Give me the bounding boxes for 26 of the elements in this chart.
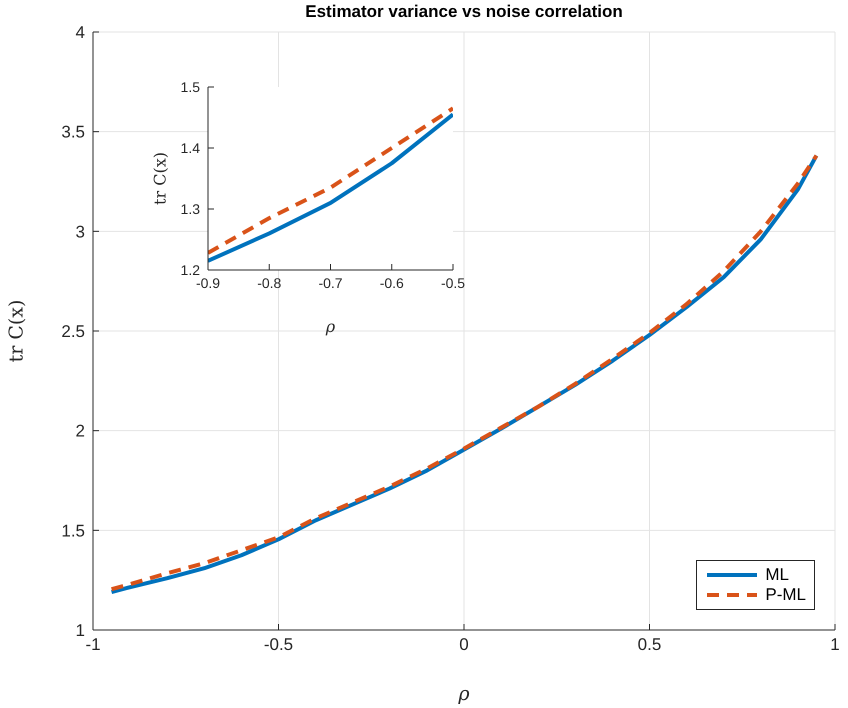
x-tick-label: -1 — [85, 635, 101, 654]
x-tick-label: -0.7 — [318, 274, 343, 291]
chart-title: Estimator variance vs noise correlation — [304, 2, 624, 22]
x-axis-title: ρ — [457, 683, 470, 705]
x-tick-label: 0 — [459, 635, 469, 654]
y-tick-label: 1.5 — [61, 521, 85, 540]
y-tick-label: 3.5 — [61, 122, 85, 142]
x-tick-label: 0.5 — [638, 635, 662, 654]
legend-label: P-ML — [765, 585, 806, 605]
y-tick-label: 1.3 — [180, 200, 200, 217]
x-tick-label: -0.8 — [257, 274, 282, 291]
y-tick-label: 1.4 — [180, 140, 200, 156]
y-axis-title: tr C(x) — [150, 152, 170, 205]
x-axis-title: ρ — [324, 317, 336, 336]
legend-label: ML — [765, 565, 789, 585]
x-tick-label: 1 — [830, 635, 840, 654]
y-tick-label: 2 — [76, 422, 85, 441]
y-tick-label: 3 — [76, 222, 85, 242]
x-tick-label: -0.6 — [380, 274, 404, 291]
x-tick-label: -0.5 — [440, 274, 466, 291]
y-tick-label: 4 — [76, 23, 85, 42]
y-tick-label: 1 — [76, 621, 85, 640]
y-axis-title: tr C(x) — [6, 300, 28, 362]
y-tick-label: 1.5 — [180, 78, 200, 95]
x-tick-label: -0.5 — [264, 635, 294, 654]
y-tick-label: 2.5 — [61, 322, 85, 342]
